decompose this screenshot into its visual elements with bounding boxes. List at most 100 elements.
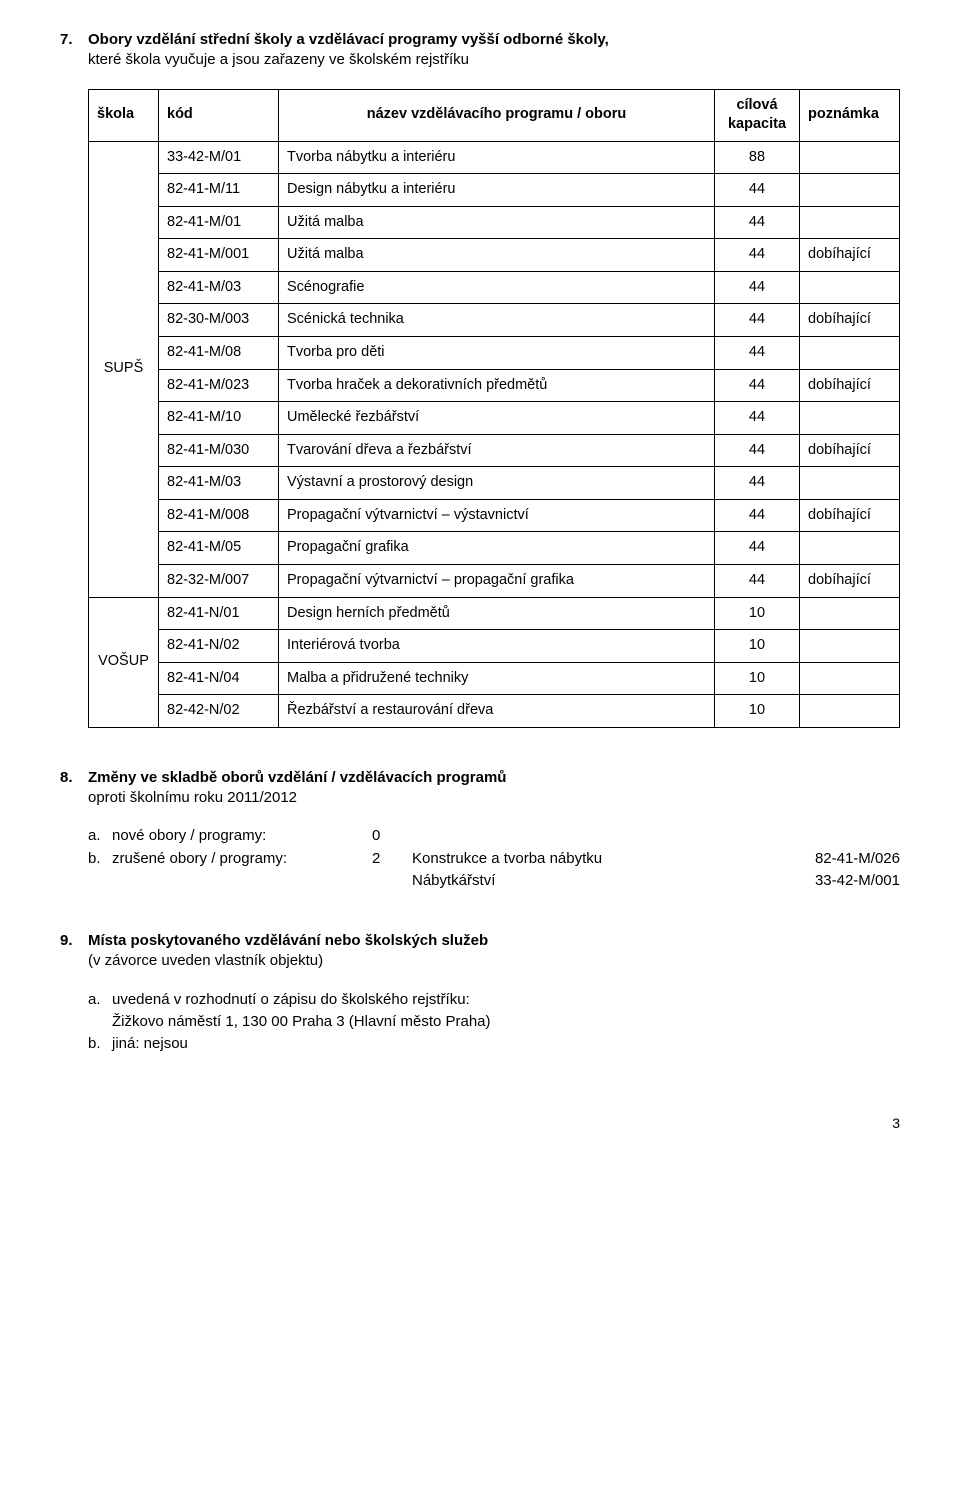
code-cell: 33-42-M/01 [159,141,279,174]
th-capacity: cílová kapacita [715,89,800,141]
line-a-value: 0 [372,826,412,846]
section-8-title-sub: oproti školnímu roku 2011/2012 [88,788,900,808]
note-cell [800,695,900,728]
table-row: 82-41-N/02Interiérová tvorba10 [89,630,900,663]
section-7: 7. Obory vzdělání střední školy a vzdělá… [60,30,900,728]
table-row: 82-41-M/03Scénografie44 [89,271,900,304]
name-cell: Výstavní a prostorový design [279,467,715,500]
capacity-cell: 44 [715,369,800,402]
line-b-label: zrušené obory / programy: [112,849,362,869]
note-cell [800,141,900,174]
extra-right: 82-41-M/026 [780,849,900,869]
capacity-cell: 10 [715,597,800,630]
note-cell [800,662,900,695]
note-cell: dobíhající [800,564,900,597]
code-cell: 82-41-M/08 [159,337,279,370]
table-row: VOŠUP82-41-N/01Design herních předmětů10 [89,597,900,630]
capacity-cell: 44 [715,402,800,435]
table-row: 82-41-M/008Propagační výtvarnictví – výs… [89,499,900,532]
capacity-cell: 44 [715,239,800,272]
code-cell: 82-41-M/001 [159,239,279,272]
note-cell [800,467,900,500]
name-cell: Užitá malba [279,239,715,272]
section-9: 9. Místa poskytovaného vzdělávání nebo š… [60,931,900,1054]
section-8-num: 8. [60,768,88,788]
section-8: 8. Změny ve skladbě oborů vzdělání / vzd… [60,768,900,891]
school-cell: VOŠUP [89,597,159,727]
note-cell: dobíhající [800,369,900,402]
section-8-line-b: b. zrušené obory / programy: 2 Konstrukc… [88,849,900,869]
table-row: 82-41-M/05Propagační grafika44 [89,532,900,565]
note-cell [800,271,900,304]
section-9-heading: 9. Místa poskytovaného vzdělávání nebo š… [60,931,900,972]
note-cell: dobíhající [800,499,900,532]
name-cell: Tvorba hraček a dekorativních předmětů [279,369,715,402]
section-9-line-a: a. uvedená v rozhodnutí o zápisu do škol… [88,990,900,1010]
name-cell: Umělecké řezbářství [279,402,715,435]
code-cell: 82-32-M/007 [159,564,279,597]
line-b-value: 2 [372,849,412,869]
name-cell: Design nábytku a interiéru [279,174,715,207]
capacity-cell: 44 [715,564,800,597]
capacity-cell: 10 [715,630,800,663]
code-cell: 82-41-M/008 [159,499,279,532]
section-9-num: 9. [60,931,88,951]
name-cell: Scénografie [279,271,715,304]
capacity-cell: 44 [715,499,800,532]
section-9-title-bold: Místa poskytovaného vzdělávání nebo škol… [88,932,488,949]
capacity-cell: 44 [715,174,800,207]
code-cell: 82-41-N/02 [159,630,279,663]
table-header-row: škola kód název vzdělávacího programu / … [89,89,900,141]
note-cell [800,206,900,239]
table-row: 82-41-M/030Tvarování dřeva a řezbářství4… [89,434,900,467]
name-cell: Tvorba nábytku a interiéru [279,141,715,174]
note-cell: dobíhající [800,434,900,467]
th-capacity-l2: kapacita [728,116,786,132]
table-row: 82-41-M/11Design nábytku a interiéru44 [89,174,900,207]
name-cell: Propagační výtvarnictví – propagační gra… [279,564,715,597]
name-cell: Interiérová tvorba [279,630,715,663]
code-cell: 82-41-M/03 [159,467,279,500]
capacity-cell: 44 [715,337,800,370]
capacity-cell: 10 [715,695,800,728]
th-note: poznámka [800,89,900,141]
th-name: název vzdělávacího programu / oboru [279,89,715,141]
name-cell: Tvarování dřeva a řezbářství [279,434,715,467]
note-cell [800,337,900,370]
line-b-extra-1: Nábytkářství 33-42-M/001 [412,871,900,891]
section-7-heading: 7. Obory vzdělání střední školy a vzdělá… [60,30,900,71]
note-cell [800,630,900,663]
code-cell: 82-41-M/01 [159,206,279,239]
name-cell: Scénická technika [279,304,715,337]
section-8-heading: 8. Změny ve skladbě oborů vzdělání / vzd… [60,768,900,809]
extra-left: Konstrukce a tvorba nábytku [412,849,602,869]
note-cell: dobíhající [800,239,900,272]
capacity-cell: 44 [715,532,800,565]
note-cell [800,174,900,207]
capacity-cell: 44 [715,467,800,500]
marker-b: b. [88,849,112,869]
section-8-title-bold: Změny ve skladbě oborů vzdělání / vzdělá… [88,769,506,786]
code-cell: 82-41-N/04 [159,662,279,695]
name-cell: Propagační výtvarnictví – výstavnictví [279,499,715,532]
note-cell [800,532,900,565]
section-8-line-b-extra-row: Nábytkářství 33-42-M/001 [88,871,900,891]
note-cell: dobíhající [800,304,900,337]
capacity-cell: 44 [715,206,800,239]
marker-a: a. [88,826,112,846]
extra-left: Nábytkářství [412,871,495,891]
table-row: 82-41-N/04Malba a přidružené techniky10 [89,662,900,695]
code-cell: 82-42-N/02 [159,695,279,728]
note-cell [800,597,900,630]
table-row: 82-41-M/023Tvorba hraček a dekorativních… [89,369,900,402]
section-7-title-sub: které škola vyučuje a jsou zařazeny ve š… [88,50,900,70]
table-row: 82-41-M/08Tvorba pro děti44 [89,337,900,370]
code-cell: 82-41-M/03 [159,271,279,304]
code-cell: 82-41-N/01 [159,597,279,630]
section-9-line-a2: Žižkovo náměstí 1, 130 00 Praha 3 (Hlavn… [88,1012,900,1032]
code-cell: 82-41-M/023 [159,369,279,402]
name-cell: Design herních předmětů [279,597,715,630]
table-row: 82-41-M/001Užitá malba44dobíhající [89,239,900,272]
table-row: 82-41-M/10Umělecké řezbářství44 [89,402,900,435]
extra-right: 33-42-M/001 [780,871,900,891]
